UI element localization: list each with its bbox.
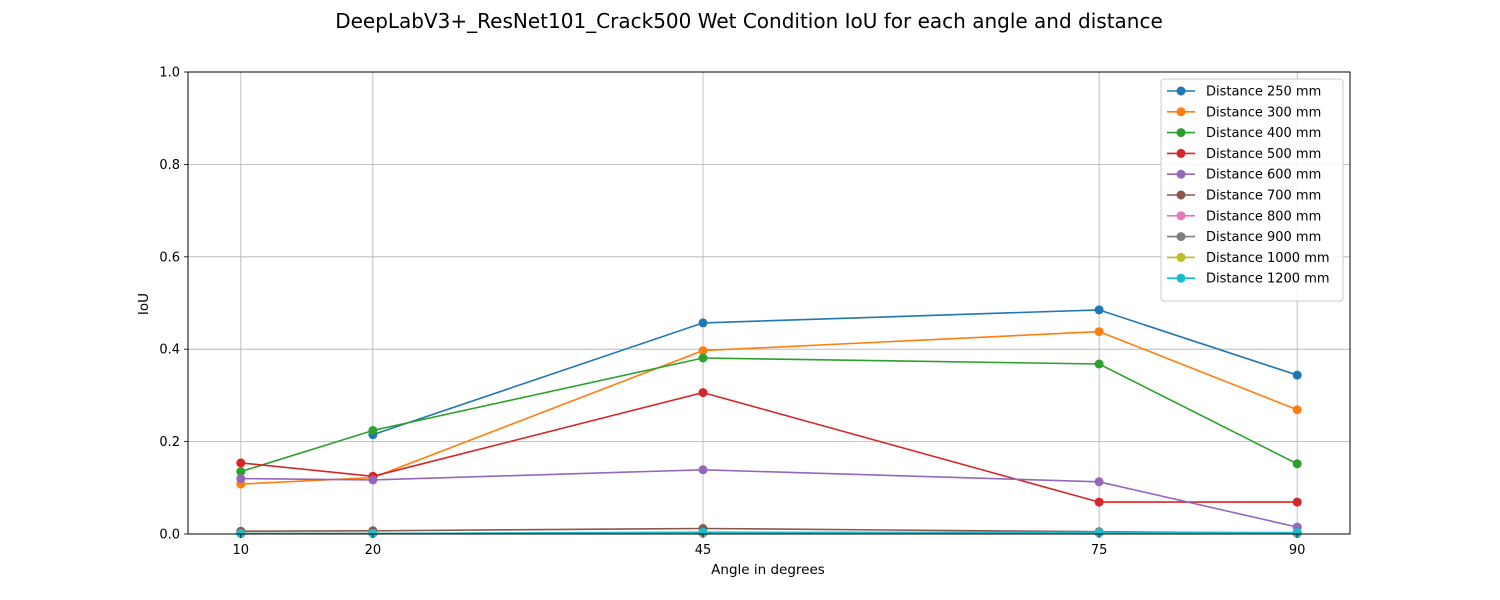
legend-label: Distance 900 mm bbox=[1206, 230, 1321, 245]
series-2 bbox=[236, 327, 1302, 489]
data-point bbox=[698, 353, 708, 363]
legend-marker bbox=[1176, 273, 1186, 283]
legend-marker bbox=[1176, 211, 1186, 221]
series-1 bbox=[368, 305, 1302, 440]
data-point bbox=[698, 318, 708, 328]
x-axis-label: Angle in degrees bbox=[711, 562, 825, 578]
legend-item: Distance 400 mm bbox=[1167, 126, 1321, 141]
legend-item: Distance 500 mm bbox=[1167, 147, 1321, 162]
legend-marker bbox=[1176, 107, 1186, 117]
data-point bbox=[1292, 497, 1302, 507]
legend-item: Distance 1000 mm bbox=[1167, 251, 1330, 266]
legend-label: Distance 800 mm bbox=[1206, 209, 1321, 224]
legend-box bbox=[1160, 78, 1344, 302]
legend-marker bbox=[1176, 128, 1186, 138]
series-5 bbox=[236, 465, 1302, 532]
data-point bbox=[698, 388, 708, 398]
legend-label: Distance 500 mm bbox=[1206, 147, 1321, 162]
x-tick-label: 75 bbox=[1091, 543, 1108, 558]
legend-label: Distance 250 mm bbox=[1206, 85, 1321, 100]
legend: Distance 250 mm Distance 300 mm Distance 4… bbox=[1160, 78, 1344, 302]
data-point bbox=[1094, 327, 1104, 337]
x-tick-label: 90 bbox=[1289, 543, 1306, 558]
legend-marker bbox=[1176, 148, 1186, 158]
series-line bbox=[240, 468, 1298, 528]
legend-marker bbox=[1176, 190, 1186, 200]
legend-label: Distance 600 mm bbox=[1206, 168, 1321, 183]
legend-label: Distance 300 mm bbox=[1206, 105, 1321, 120]
chart-title: DeepLabV3+_ResNet101_Crack500 Wet Condit… bbox=[335, 9, 1163, 33]
data-point bbox=[698, 346, 708, 356]
y-tick-label: 0.0 bbox=[159, 528, 180, 543]
data-point bbox=[1094, 477, 1104, 487]
data-point bbox=[1094, 359, 1104, 369]
legend-label: Distance 1000 mm bbox=[1206, 251, 1330, 266]
data-point bbox=[1094, 528, 1104, 538]
series-3 bbox=[236, 353, 1302, 477]
data-point bbox=[1292, 528, 1302, 538]
series-line bbox=[240, 391, 1298, 503]
legend-label: Distance 1200 mm bbox=[1206, 272, 1330, 287]
legend-item: Distance 800 mm bbox=[1167, 209, 1321, 224]
legend-label: Distance 400 mm bbox=[1206, 126, 1321, 141]
legend-label: Distance 700 mm bbox=[1206, 189, 1321, 204]
y-tick-label: 0.4 bbox=[159, 343, 180, 358]
series-line bbox=[372, 309, 1298, 436]
data-point bbox=[236, 474, 246, 484]
x-tick-label: 45 bbox=[695, 543, 712, 558]
data-point bbox=[1094, 305, 1104, 315]
data-point bbox=[698, 465, 708, 475]
data-point bbox=[1292, 459, 1302, 469]
data-point bbox=[1292, 405, 1302, 415]
data-point bbox=[236, 458, 246, 468]
legend-marker bbox=[1176, 252, 1186, 262]
plot-frame bbox=[187, 71, 1351, 535]
data-point bbox=[236, 467, 246, 477]
data-point bbox=[368, 426, 378, 435]
series-4 bbox=[236, 388, 1302, 507]
y-axis-label: IoU bbox=[136, 293, 152, 315]
legend-item: Distance 600 mm bbox=[1167, 168, 1321, 183]
legend-item: Distance 700 mm bbox=[1167, 189, 1321, 204]
y-tick-label: 0.8 bbox=[159, 158, 180, 173]
y-tick-label: 0.2 bbox=[159, 435, 180, 450]
legend-item: Distance 250 mm bbox=[1167, 85, 1321, 100]
series-6 bbox=[236, 524, 1302, 538]
axis-ticks: 10 20 45 75 90 0.0 0.2 0.4 0.6 0.8 1.0 bbox=[159, 66, 1305, 559]
series-line bbox=[240, 357, 1298, 473]
legend-item: Distance 300 mm bbox=[1167, 105, 1321, 120]
y-tick-label: 1.0 bbox=[159, 66, 180, 81]
data-point bbox=[1292, 370, 1302, 380]
x-tick-label: 10 bbox=[233, 543, 250, 558]
legend-item: Distance 900 mm bbox=[1167, 230, 1321, 245]
legend-marker bbox=[1176, 86, 1186, 96]
legend-marker bbox=[1176, 169, 1186, 179]
legend-marker bbox=[1176, 232, 1186, 242]
data-point bbox=[1094, 497, 1104, 507]
data-point bbox=[368, 475, 378, 485]
y-tick-label: 0.6 bbox=[159, 250, 180, 265]
legend-item: Distance 1200 mm bbox=[1167, 272, 1330, 287]
x-tick-label: 20 bbox=[365, 543, 382, 558]
series-line bbox=[240, 330, 1298, 485]
data-series bbox=[236, 305, 1302, 538]
